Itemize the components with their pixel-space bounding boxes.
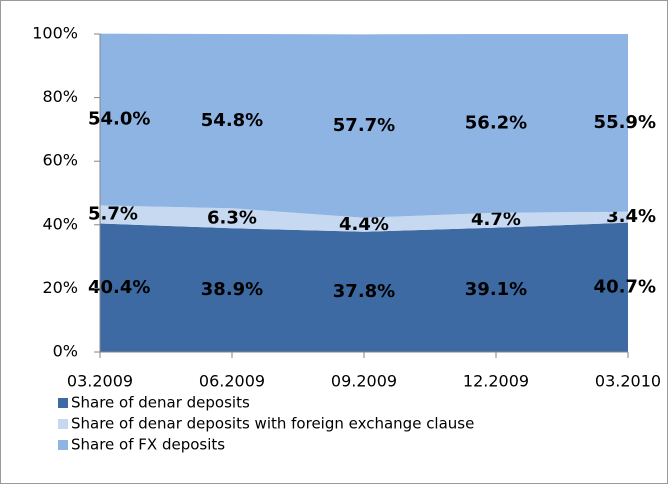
area: [100, 222, 628, 352]
legend-label: Share of FX deposits: [71, 436, 225, 454]
y-tick-label: 100%: [32, 24, 78, 43]
value-label: 56.2%: [465, 112, 527, 133]
y-tick-label: 20%: [42, 278, 78, 297]
value-label: 4.4%: [339, 214, 389, 235]
x-tick-label: 09.2009: [331, 372, 397, 391]
legend-swatch: [58, 440, 68, 450]
legend-swatch: [58, 398, 68, 408]
x-tick-label: 03.2009: [67, 372, 133, 391]
y-tick-label: 80%: [42, 87, 78, 106]
x-tick-label: 06.2009: [199, 372, 265, 391]
value-label: 55.9%: [594, 112, 656, 133]
legend-label: Share of denar deposits: [71, 394, 250, 412]
area: [100, 33, 628, 218]
x-tick-label: 12.2009: [463, 372, 529, 391]
x-tick-label: 03.2010: [595, 372, 661, 391]
value-label: 54.8%: [201, 110, 263, 131]
value-label: 40.7%: [594, 276, 656, 297]
legend-swatch: [58, 419, 68, 429]
value-label: 5.7%: [88, 203, 138, 224]
y-tick-label: 0%: [53, 342, 78, 361]
value-label: 4.7%: [471, 209, 521, 230]
value-label: 38.9%: [201, 279, 263, 300]
value-label: 37.8%: [333, 281, 395, 302]
y-tick-label: 60%: [42, 151, 78, 170]
value-label: 54.0%: [88, 109, 150, 130]
area: [100, 205, 628, 232]
value-label: 57.7%: [333, 115, 395, 136]
value-label: 39.1%: [465, 279, 527, 300]
value-label: 6.3%: [207, 207, 257, 228]
value-label: 40.4%: [88, 277, 150, 298]
y-tick-label: 40%: [42, 214, 78, 233]
legend-label: Share of denar deposits with foreign exc…: [71, 415, 474, 433]
